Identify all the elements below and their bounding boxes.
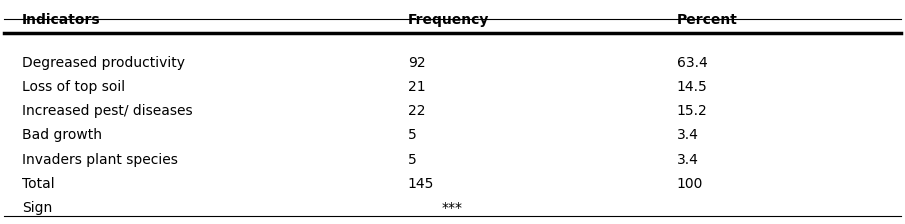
Text: 15.2: 15.2 [677,104,708,118]
Text: Indicators: Indicators [22,13,100,27]
Text: Sign: Sign [22,201,52,215]
Text: 92: 92 [407,56,425,70]
Text: 3.4: 3.4 [677,128,699,142]
Text: Frequency: Frequency [407,13,489,27]
Text: 22: 22 [407,104,425,118]
Text: Total: Total [22,177,54,191]
Text: Degreased productivity: Degreased productivity [22,56,186,70]
Text: 5: 5 [407,128,416,142]
Text: 3.4: 3.4 [677,153,699,167]
Text: ***: *** [442,201,463,215]
Text: 5: 5 [407,153,416,167]
Text: 63.4: 63.4 [677,56,708,70]
Text: 21: 21 [407,80,425,94]
Text: Loss of top soil: Loss of top soil [22,80,125,94]
Text: Bad growth: Bad growth [22,128,102,142]
Text: Increased pest/ diseases: Increased pest/ diseases [22,104,193,118]
Text: 100: 100 [677,177,703,191]
Text: 145: 145 [407,177,434,191]
Text: Percent: Percent [677,13,738,27]
Text: Invaders plant species: Invaders plant species [22,153,178,167]
Text: 14.5: 14.5 [677,80,708,94]
